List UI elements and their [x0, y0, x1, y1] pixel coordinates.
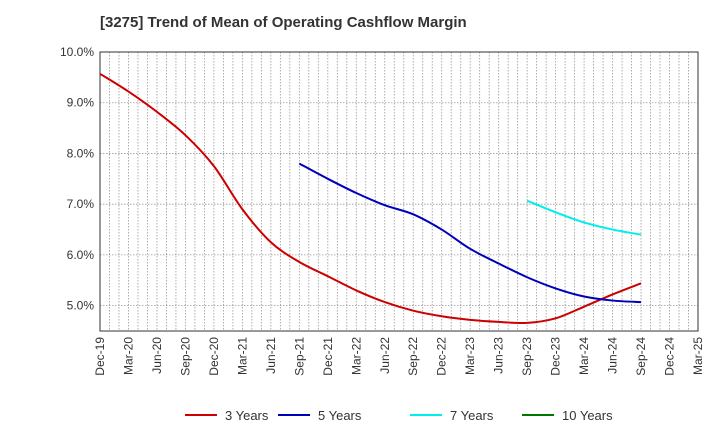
legend-label: 10 Years — [562, 408, 613, 423]
y-tick-label: 10.0% — [60, 45, 94, 59]
x-tick-label: Jun-24 — [606, 337, 620, 374]
chart-title: [3275] Trend of Mean of Operating Cashfl… — [100, 14, 467, 31]
x-tick-label: Mar-22 — [349, 337, 363, 375]
x-tick-label: Dec-23 — [549, 337, 563, 376]
x-tick-label: Dec-24 — [663, 337, 677, 376]
x-tick-label: Sep-22 — [406, 337, 420, 376]
x-tick-label: Sep-23 — [520, 337, 534, 376]
x-tick-label: Mar-21 — [235, 337, 249, 375]
y-tick-label: 8.0% — [67, 146, 95, 160]
x-tick-label: Dec-20 — [207, 337, 221, 376]
y-tick-label: 6.0% — [67, 248, 95, 262]
x-tick-label: Mar-20 — [121, 337, 135, 375]
x-tick-label: Mar-23 — [463, 337, 477, 375]
legend-label: 7 Years — [450, 408, 494, 423]
y-tick-label: 5.0% — [67, 299, 95, 313]
legend-label: 5 Years — [318, 408, 362, 423]
series-line-7-years — [526, 199, 642, 236]
x-tick-label: Dec-19 — [93, 337, 107, 376]
series-line-3-years — [99, 72, 642, 325]
x-tick-label: Sep-21 — [292, 337, 306, 376]
x-tick-label: Jun-23 — [492, 337, 506, 374]
x-tick-label: Dec-21 — [321, 337, 335, 376]
x-tick-label: Sep-20 — [178, 337, 192, 376]
x-tick-label: Jun-21 — [264, 337, 278, 374]
x-tick-label: Sep-24 — [634, 337, 648, 376]
y-tick-label: 9.0% — [67, 96, 95, 110]
x-tick-label: Mar-24 — [577, 337, 591, 375]
x-tick-label: Mar-25 — [691, 337, 705, 375]
series-line-5-years — [298, 162, 642, 304]
legend-label: 3 Years — [225, 408, 269, 423]
x-tick-label: Dec-22 — [435, 337, 449, 376]
plot-area — [99, 51, 699, 332]
x-tick-label: Jun-20 — [150, 337, 164, 374]
y-tick-label: 7.0% — [67, 197, 95, 211]
x-tick-label: Jun-22 — [378, 337, 392, 374]
